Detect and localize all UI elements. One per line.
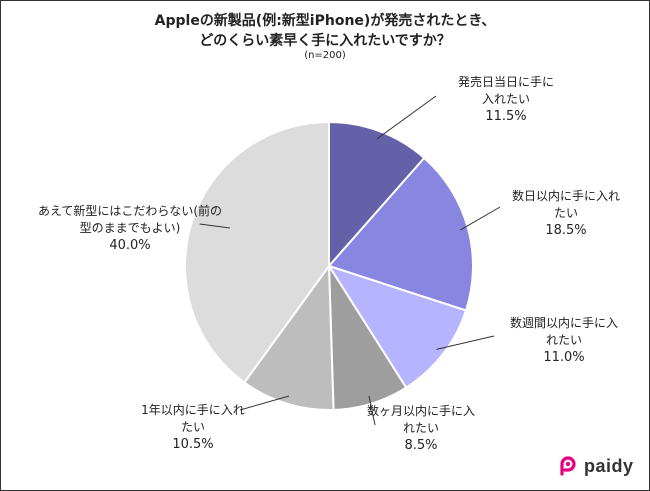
paidy-logo-text: paidy <box>584 455 634 476</box>
slice-value-label-1: 18.5% <box>545 223 586 238</box>
slice-value-label-0: 11.5% <box>485 109 526 124</box>
leader-line-5 <box>199 223 231 229</box>
slice-category-label-5: 型のままでもよい) <box>80 221 181 235</box>
slice-category-label-4: たい <box>181 420 205 434</box>
slice-category-label-1: たい <box>554 206 578 220</box>
slice-value-label-2: 11.0% <box>543 350 584 365</box>
pie-slice-5 <box>184 120 330 384</box>
leader-line-0 <box>376 95 437 140</box>
pie-slice-1 <box>327 156 474 312</box>
leader-line-4 <box>239 395 290 411</box>
slice-labels: 発売日当日に手に入れたい11.5%数日以内に手に入れたい18.5%数週間以内に手… <box>38 74 620 453</box>
chart-subtitle: (n=200) <box>304 50 346 61</box>
slice-value-label-5: 40.0% <box>109 238 150 253</box>
leader-line-3 <box>368 395 376 426</box>
leader-line-2 <box>436 335 495 350</box>
leader-lines <box>199 95 501 426</box>
paidy-logo: paidy <box>558 455 634 477</box>
slice-category-label-1: 数日以内に手に入れ <box>512 188 620 203</box>
slice-category-label-0: 発売日当日に手に <box>458 74 554 89</box>
paidy-logo-icon <box>560 456 576 476</box>
chart-title-line2: どのくらい素早く手に入れたいですか？ <box>199 33 451 49</box>
slice-value-label-4: 10.5% <box>172 437 213 452</box>
slice-category-label-4: 1年以内に手に入れ <box>141 403 245 417</box>
pie-slice-0 <box>328 120 426 269</box>
slice-category-label-3: 数ヶ月以内に手に入 <box>367 403 475 418</box>
pie-slice-4 <box>242 263 335 411</box>
slice-category-label-2: れたい <box>546 333 582 347</box>
slice-value-label-3: 8.5% <box>404 438 437 453</box>
slice-category-label-3: れたい <box>403 421 439 435</box>
pie-slices <box>184 120 474 411</box>
leader-line-1 <box>459 206 501 231</box>
pie-slice-2 <box>326 264 468 389</box>
slice-category-label-2: 数週間以内に手に入 <box>510 315 618 330</box>
slice-category-label-5: あえて新型にはこだわらない(前の <box>38 203 222 218</box>
slice-category-label-0: 入れたい <box>482 92 530 106</box>
chart-title-line1: Appleの新製品(例:新型iPhone)が発売されたとき、 <box>154 13 496 29</box>
